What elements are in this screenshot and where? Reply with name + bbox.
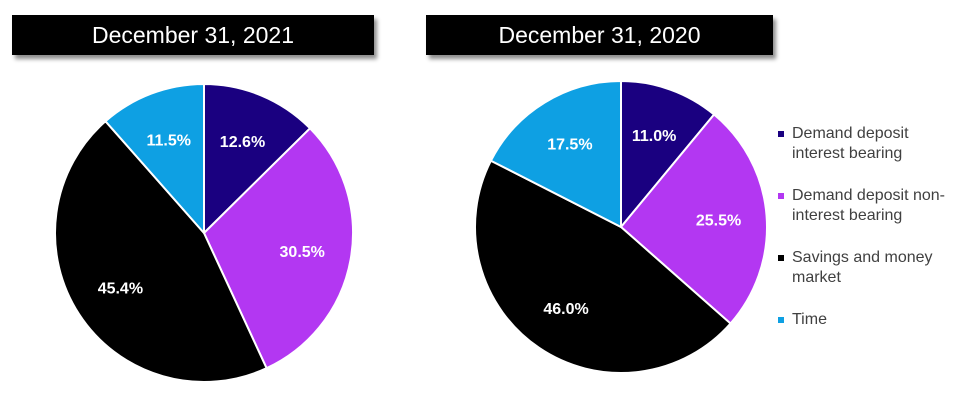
- legend-label: Savings and money market: [792, 249, 933, 286]
- pie-slice-2020-savings: [474, 159, 732, 374]
- legend-item-demand-interest: Demand deposit interest bearing: [778, 124, 958, 164]
- pie-slice-2021-demand-interest: [203, 82, 312, 236]
- pie-slice-2021-savings: [54, 119, 268, 383]
- legend-swatch: [778, 131, 784, 137]
- pie-slice-2021-time: [104, 82, 205, 236]
- slice-label-2021-time: 11.5%: [146, 133, 190, 150]
- legend-item-demand-non-interest: Demand deposit non-interest bearing: [778, 186, 958, 226]
- pie-slice-2020-demand-non-interest: [619, 113, 768, 325]
- slice-label-2021-savings: 45.4%: [98, 281, 143, 298]
- legend-label: Demand deposit interest bearing: [792, 125, 909, 162]
- legend: Demand deposit interest bearing Demand d…: [778, 124, 958, 352]
- slice-label-2020-demand-non-interest: 25.5%: [696, 212, 741, 229]
- slice-label-2020-time: 17.5%: [547, 137, 592, 154]
- legend-swatch: [778, 193, 784, 199]
- pie-slice-2020-demand-interest: [620, 79, 716, 230]
- slice-label-2020-demand-interest: 11.0%: [632, 128, 676, 145]
- slice-label-2021-demand-non-interest: 30.5%: [280, 244, 325, 261]
- legend-swatch: [778, 255, 784, 261]
- chart-title-2020: December 31, 2020: [426, 15, 773, 55]
- pie-slice-2021-demand-non-interest: [202, 126, 354, 370]
- slice-label-2021-demand-interest: 12.6%: [220, 134, 265, 151]
- legend-item-savings: Savings and money market: [778, 248, 958, 288]
- pie-slice-2020-time: [489, 79, 622, 229]
- legend-label: Time: [792, 311, 827, 328]
- legend-swatch: [778, 317, 784, 323]
- slice-label-2020-savings: 46.0%: [543, 301, 588, 318]
- legend-label: Demand deposit non-interest bearing: [792, 187, 945, 224]
- legend-item-time: Time: [778, 310, 958, 330]
- chart-title-2021: December 31, 2021: [12, 15, 374, 55]
